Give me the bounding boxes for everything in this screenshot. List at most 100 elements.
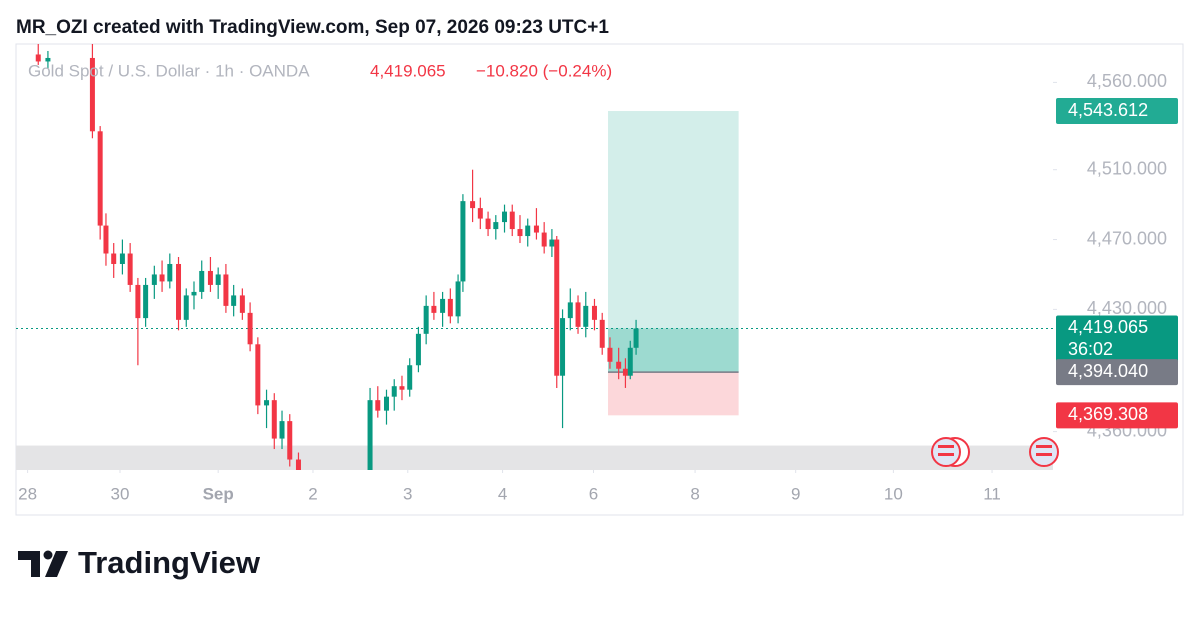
candle-body	[239, 295, 245, 313]
flag-stripe	[938, 445, 954, 448]
candle-body	[627, 347, 633, 376]
candle-body	[447, 298, 453, 317]
symbol-legend: Gold Spot / U.S. Dollar · 1h · OANDA	[28, 61, 310, 80]
candle-body	[183, 295, 189, 320]
candle-body	[383, 396, 389, 411]
candle-body	[247, 312, 253, 345]
x-tick-label: 8	[690, 484, 699, 503]
logo-mark	[45, 551, 68, 577]
candle-body	[616, 361, 622, 369]
candle-body	[455, 281, 461, 317]
event-icon[interactable]	[931, 437, 961, 467]
candle-body	[223, 274, 229, 306]
candle-body	[279, 421, 285, 439]
candle-body	[525, 225, 531, 237]
candle-body	[176, 263, 182, 320]
candle-body	[440, 298, 446, 313]
candle-body	[502, 211, 508, 223]
price-label: 4,369.308	[1068, 404, 1148, 424]
event-icon[interactable]	[1029, 437, 1059, 467]
candle-body	[407, 365, 413, 390]
candle-body	[135, 284, 141, 319]
candle-body	[103, 225, 109, 254]
y-tick-label: 4,430.000	[1087, 298, 1167, 318]
candle-body	[167, 263, 173, 282]
x-tick-label: Sep	[203, 484, 234, 503]
candle-body	[415, 333, 421, 366]
candle-body	[591, 305, 597, 320]
candle-body	[399, 386, 405, 390]
price-label-box	[1056, 98, 1178, 125]
candle-body	[575, 302, 581, 327]
header: MR_OZI created with TradingView.com, Sep…	[16, 17, 609, 38]
candle-body	[199, 270, 205, 292]
candle-body	[541, 232, 547, 247]
flag-stripe	[938, 453, 954, 456]
candle-body	[231, 295, 237, 306]
candle-body	[295, 459, 301, 470]
flag-stripe	[1036, 445, 1052, 448]
candle-body	[493, 222, 499, 230]
plot-area	[16, 44, 1053, 470]
x-tick-label: 2	[308, 484, 317, 503]
price-label: 4,419.065	[1068, 317, 1148, 337]
candle-body	[97, 131, 103, 226]
candle-body	[509, 211, 515, 230]
candle-body	[191, 291, 197, 296]
candle-body	[159, 274, 165, 282]
price-label: 4,543.612	[1068, 100, 1148, 120]
candle-body	[549, 239, 555, 247]
candle-body	[215, 274, 221, 285]
candle-body	[633, 328, 639, 348]
candle-body	[470, 201, 476, 209]
event-icons	[931, 437, 1059, 467]
x-tick-label: 6	[589, 484, 598, 503]
flag-stripe	[1036, 453, 1052, 456]
candle-body	[607, 347, 613, 362]
candle-body	[583, 305, 589, 327]
candle-body	[143, 284, 149, 319]
candle-body	[423, 305, 429, 334]
candle-body	[554, 239, 560, 376]
candle-body	[264, 400, 270, 406]
x-tick-label: 3	[403, 484, 412, 503]
logo-mark	[43, 550, 53, 560]
candle-body	[287, 421, 293, 460]
y-tick-label: 4,470.000	[1087, 228, 1167, 248]
candle-body	[460, 201, 466, 282]
axes: 4,560.000 4,510.000 4,470.000 4,430.000 4,36…	[18, 71, 1178, 503]
candle-body	[391, 386, 397, 397]
x-tick-label: 30	[111, 484, 130, 503]
candle-body	[375, 400, 381, 411]
candle-body	[567, 302, 573, 319]
candle-body	[111, 253, 117, 264]
price-label-box	[1056, 402, 1178, 429]
price-label-box	[1056, 315, 1178, 364]
x-tick-label: 9	[791, 484, 800, 503]
candle-body	[35, 54, 41, 62]
y-tick-label: 4,560.000	[1087, 71, 1167, 91]
price-change: −10.820 (−0.24%)	[476, 61, 612, 80]
candle-body	[119, 253, 125, 264]
price-label: 4,394.040	[1068, 361, 1148, 381]
x-tick-label: 10	[884, 484, 903, 503]
candle-body	[89, 57, 95, 132]
price-zone	[16, 445, 1053, 470]
x-tick-label: 11	[983, 484, 1001, 503]
candle-body	[151, 274, 157, 285]
logo-mark	[18, 551, 40, 577]
candle-body	[431, 305, 437, 313]
candle-body	[560, 318, 566, 376]
price-label: 36:02	[1068, 339, 1113, 359]
candle-body	[367, 400, 373, 470]
candle-body	[517, 229, 523, 237]
chart-frame	[15, 43, 1184, 516]
candle-body	[127, 253, 133, 285]
last-price: 4,419.065	[370, 61, 446, 80]
candle-body	[533, 225, 539, 233]
candle-body	[622, 368, 628, 376]
stop-zone	[608, 372, 739, 416]
candle-body	[477, 208, 483, 219]
